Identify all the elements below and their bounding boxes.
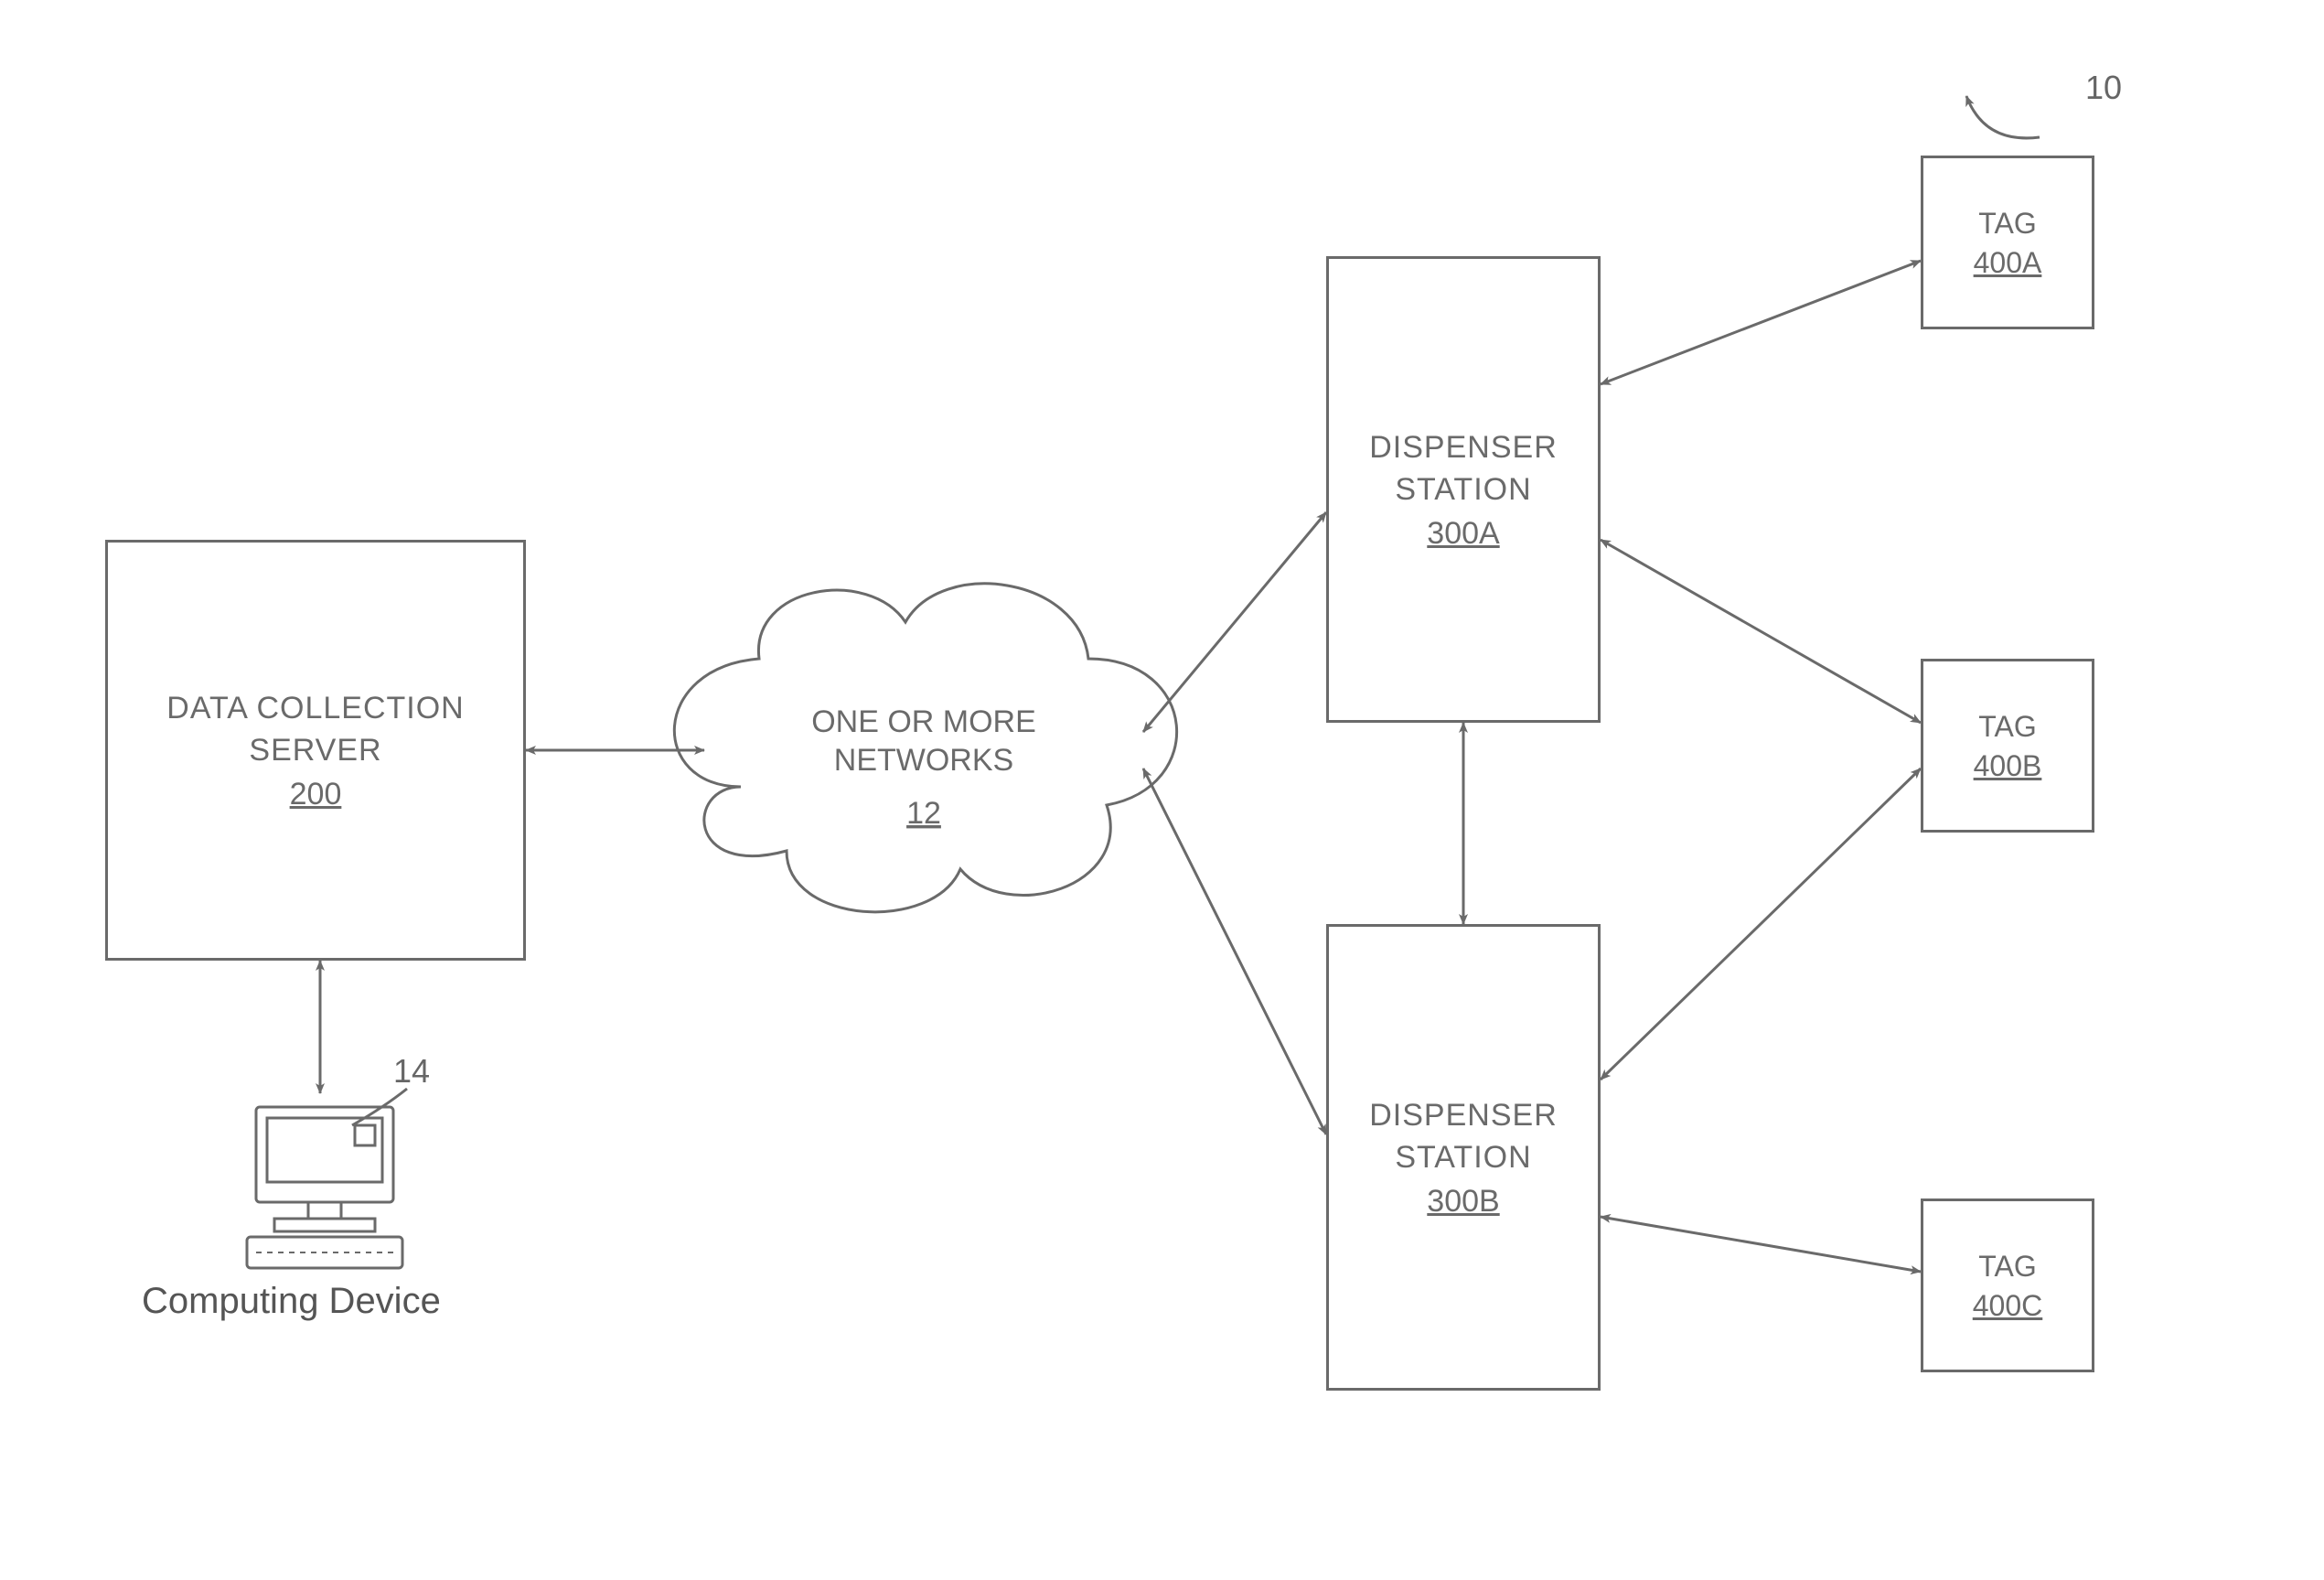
dispenser-b-ref: 300B	[1427, 1184, 1499, 1220]
screen-icon	[267, 1118, 382, 1182]
cloud-ref: 12	[906, 796, 941, 831]
device-num-leader	[352, 1089, 407, 1125]
computing-device-number: 14	[393, 1052, 430, 1091]
tag-c-ref: 400C	[1973, 1289, 2043, 1323]
dispenser-b-title: DISPENSERSTATION	[1369, 1095, 1558, 1179]
figure-reference-number: 10	[2085, 69, 2122, 107]
monitor-stand-icon	[308, 1202, 341, 1219]
cloud-title: ONE OR MORENETWORKS	[811, 704, 1036, 778]
data-collection-server-box: DATA COLLECTIONSERVER 200	[105, 540, 526, 961]
keyboard-icon	[247, 1237, 402, 1268]
figure-ref-arrow	[1966, 96, 2040, 138]
tag-b-ref: 400B	[1974, 749, 2042, 783]
diagram-stage: DATA COLLECTIONSERVER 200 DISPENSERSTATI…	[0, 0, 2324, 1580]
dispenser-station-b-box: DISPENSERSTATION 300B	[1326, 924, 1601, 1391]
server-title: DATA COLLECTIONSERVER	[166, 688, 464, 772]
connector-tag-c-disp-b	[1601, 1217, 1921, 1272]
connector-tag-b-disp-a	[1601, 540, 1921, 723]
screen-window-icon	[355, 1125, 375, 1145]
server-ref: 200	[290, 777, 342, 812]
dispenser-a-ref: 300A	[1427, 516, 1499, 552]
computing-device-caption: Computing Device	[142, 1281, 441, 1322]
tag-a-title: TAG	[1978, 205, 2036, 243]
connector-cloud-right-disp-a-left	[1143, 512, 1326, 732]
monitor-icon	[256, 1107, 393, 1202]
connector-cloud-right-disp-b-left	[1143, 769, 1326, 1134]
dispenser-station-a-box: DISPENSERSTATION 300A	[1326, 256, 1601, 723]
tag-b-box: TAG 400B	[1921, 659, 2094, 833]
network-cloud-icon	[674, 584, 1176, 912]
dispenser-a-title: DISPENSERSTATION	[1369, 427, 1558, 511]
tag-b-title: TAG	[1978, 708, 2036, 747]
connector-tag-a-disp-a	[1601, 261, 1921, 384]
tag-c-box: TAG 400C	[1921, 1198, 2094, 1372]
tag-c-title: TAG	[1978, 1248, 2036, 1286]
connector-tag-b-disp-b	[1601, 769, 1921, 1080]
tag-a-ref: 400A	[1974, 246, 2042, 280]
monitor-base-icon	[274, 1219, 375, 1231]
tag-a-box: TAG 400A	[1921, 156, 2094, 329]
